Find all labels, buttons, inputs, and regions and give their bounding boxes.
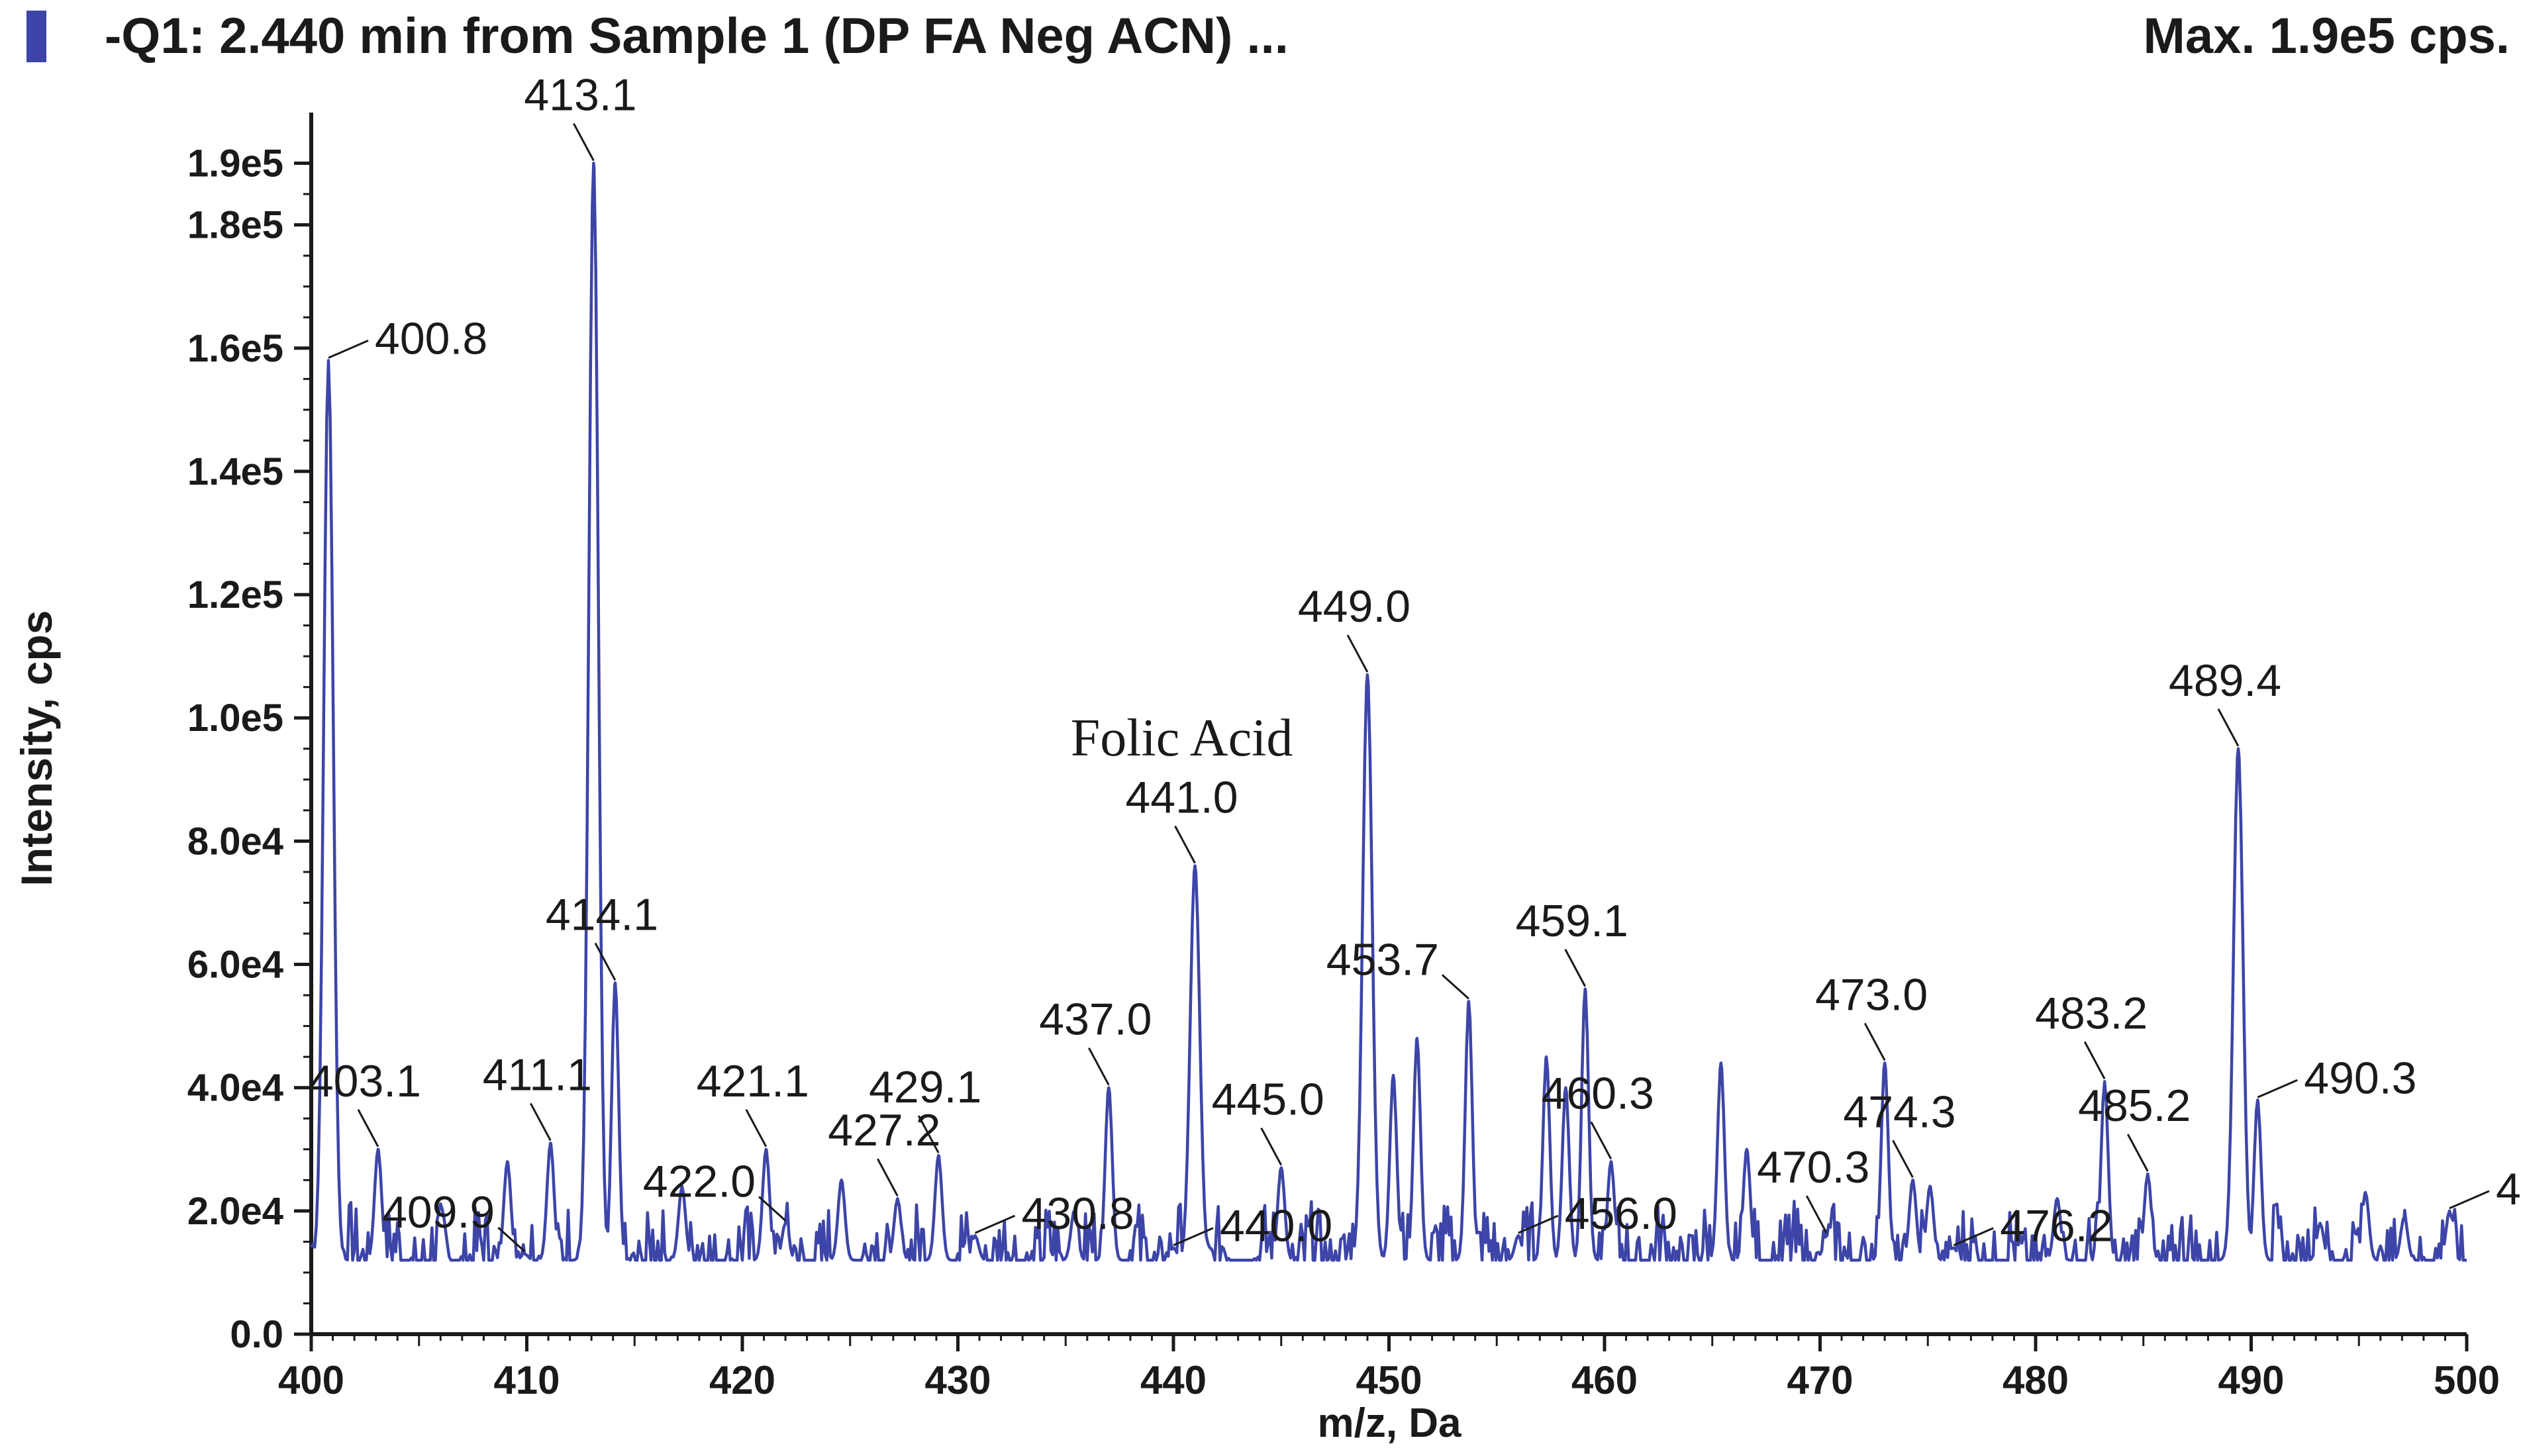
peak-leader-line [2126,1134,2149,1172]
x-tick-label: 460 [1571,1358,1638,1402]
spectrum-line [310,162,2467,1262]
x-tick-label: 450 [1356,1358,1422,1402]
annotations: Folic Acid [1071,709,1293,767]
y-tick-label: 4.0e4 [187,1067,283,1110]
peak-label: 422.0 [643,1156,756,1206]
peak-leader-line [573,122,595,162]
peak-leader-line [1564,949,1587,987]
peak-leader-line [1088,1047,1110,1086]
peak-label: 459.1 [1516,896,1628,946]
peak-leader-line [1174,825,1196,864]
peak-leader-line [1953,1227,1994,1247]
x-tick-label: 430 [924,1358,991,1402]
peak-label: 409.9 [382,1187,495,1238]
peak-leader-line [745,1109,767,1147]
spectrum-trace [310,162,2467,1262]
peak-label: 414.1 [546,889,658,940]
peak-label: 441.0 [1125,773,1238,823]
y-tick-label: 0.0 [230,1313,283,1356]
peak-leader-line [1805,1195,1828,1234]
peak-label: 453.7 [1326,934,1439,985]
peak-label: 411.1 [483,1049,592,1100]
peak-label: 460.3 [1542,1068,1654,1118]
max-intensity-label: Max. 1.9e5 cps. [2144,8,2510,64]
y-tick-label: 1.8e5 [187,204,283,247]
peak-label: 437.0 [1039,995,1152,1045]
peak-label: 474.3 [1843,1087,1955,1137]
x-tick-label: 470 [1787,1358,1853,1402]
peak-leader-line [974,1214,1016,1234]
y-axis-label: Intensity, cps [12,610,61,887]
peak-label: 403.1 [309,1056,421,1106]
peak-leader-line [2449,1190,2490,1210]
legend-color-marker [26,11,46,62]
peak-label: 430.8 [1022,1189,1134,1239]
peak-leader-line [1441,974,1469,1000]
peak-leader-line [594,942,617,981]
peak-leader-line [1518,1214,1559,1234]
peak-leader-line [1590,1121,1612,1160]
peak-leader-line [497,1226,526,1253]
y-tick-label: 1.0e5 [187,697,283,740]
peak-label: 473.0 [1815,969,1928,1020]
y-tick-label: 6.0e4 [187,944,283,987]
y-tick-label: 1.2e5 [187,573,283,616]
peak-leader-line [1260,1127,1283,1166]
peak-label: 400.8 [375,313,487,364]
peak-leader-line [357,1109,379,1147]
peak-label: 413.1 [524,70,636,121]
peak-leader-line [2083,1041,2106,1080]
peak-leader-line [2257,1079,2298,1098]
x-tick-label: 410 [493,1358,560,1402]
peak-leader-line [1173,1227,1214,1247]
peak-label: 483.2 [2035,988,2148,1038]
y-tick-label: 8.0e4 [187,820,283,863]
peak-leader-line [1863,1022,1886,1061]
peak-leader-line [877,1158,899,1196]
tick-labels: 400 410 420 430 440 450 460 470 480 490 500 0.0 2.0e… [187,142,2500,1402]
y-tick-label: 1.9e5 [187,142,283,185]
axes [294,113,2469,1351]
peak-leader-line [758,1196,787,1222]
chart-header-title: -Q1: 2.440 min from Sample 1 (DP FA Neg … [105,8,1289,64]
peak-leader-line [1346,634,1369,673]
x-tick-label: 440 [1140,1358,1207,1402]
peak-leader-line [917,1115,940,1153]
peak-leader-line [1892,1140,1914,1179]
y-tick-label: 1.6e5 [187,327,283,370]
x-tick-label: 480 [2003,1358,2069,1402]
peak-leader-line [2217,708,2240,747]
peak-label: 490.3 [2304,1053,2416,1103]
peak-label: 427.2 [828,1105,940,1155]
x-tick-label: 500 [2434,1358,2500,1402]
x-tick-label: 400 [278,1358,344,1402]
peak-leader-line [529,1102,552,1141]
folic-acid-annotation: Folic Acid [1071,709,1293,767]
peak-label: 445.0 [1212,1075,1324,1125]
x-tick-label: 490 [2218,1358,2284,1402]
peak-label: 485.2 [2078,1081,2191,1131]
x-axis-label: m/z, Da [1317,1400,1461,1446]
y-tick-label: 2.0e4 [187,1190,283,1233]
peak-label: 470.3 [1757,1142,1869,1192]
peak-label: 421.1 [697,1056,809,1106]
y-tick-label: 1.4e5 [187,450,283,493]
peak-leader-line [328,340,369,359]
peak-labels: 400.8 403.1 409.9 411.1 413.1 414.1 421.1 422.0… [309,70,2523,1253]
peak-label: 499.2 [2496,1164,2523,1214]
peak-label: 476.2 [2000,1201,2112,1251]
x-tick-label: 420 [709,1358,775,1402]
peak-label: 456.0 [1565,1189,1677,1239]
peak-label: 449.0 [1298,581,1410,632]
peak-label: 489.4 [2169,655,2281,706]
peak-label: 429.1 [869,1062,981,1112]
peak-label: 440.0 [1220,1201,1332,1251]
